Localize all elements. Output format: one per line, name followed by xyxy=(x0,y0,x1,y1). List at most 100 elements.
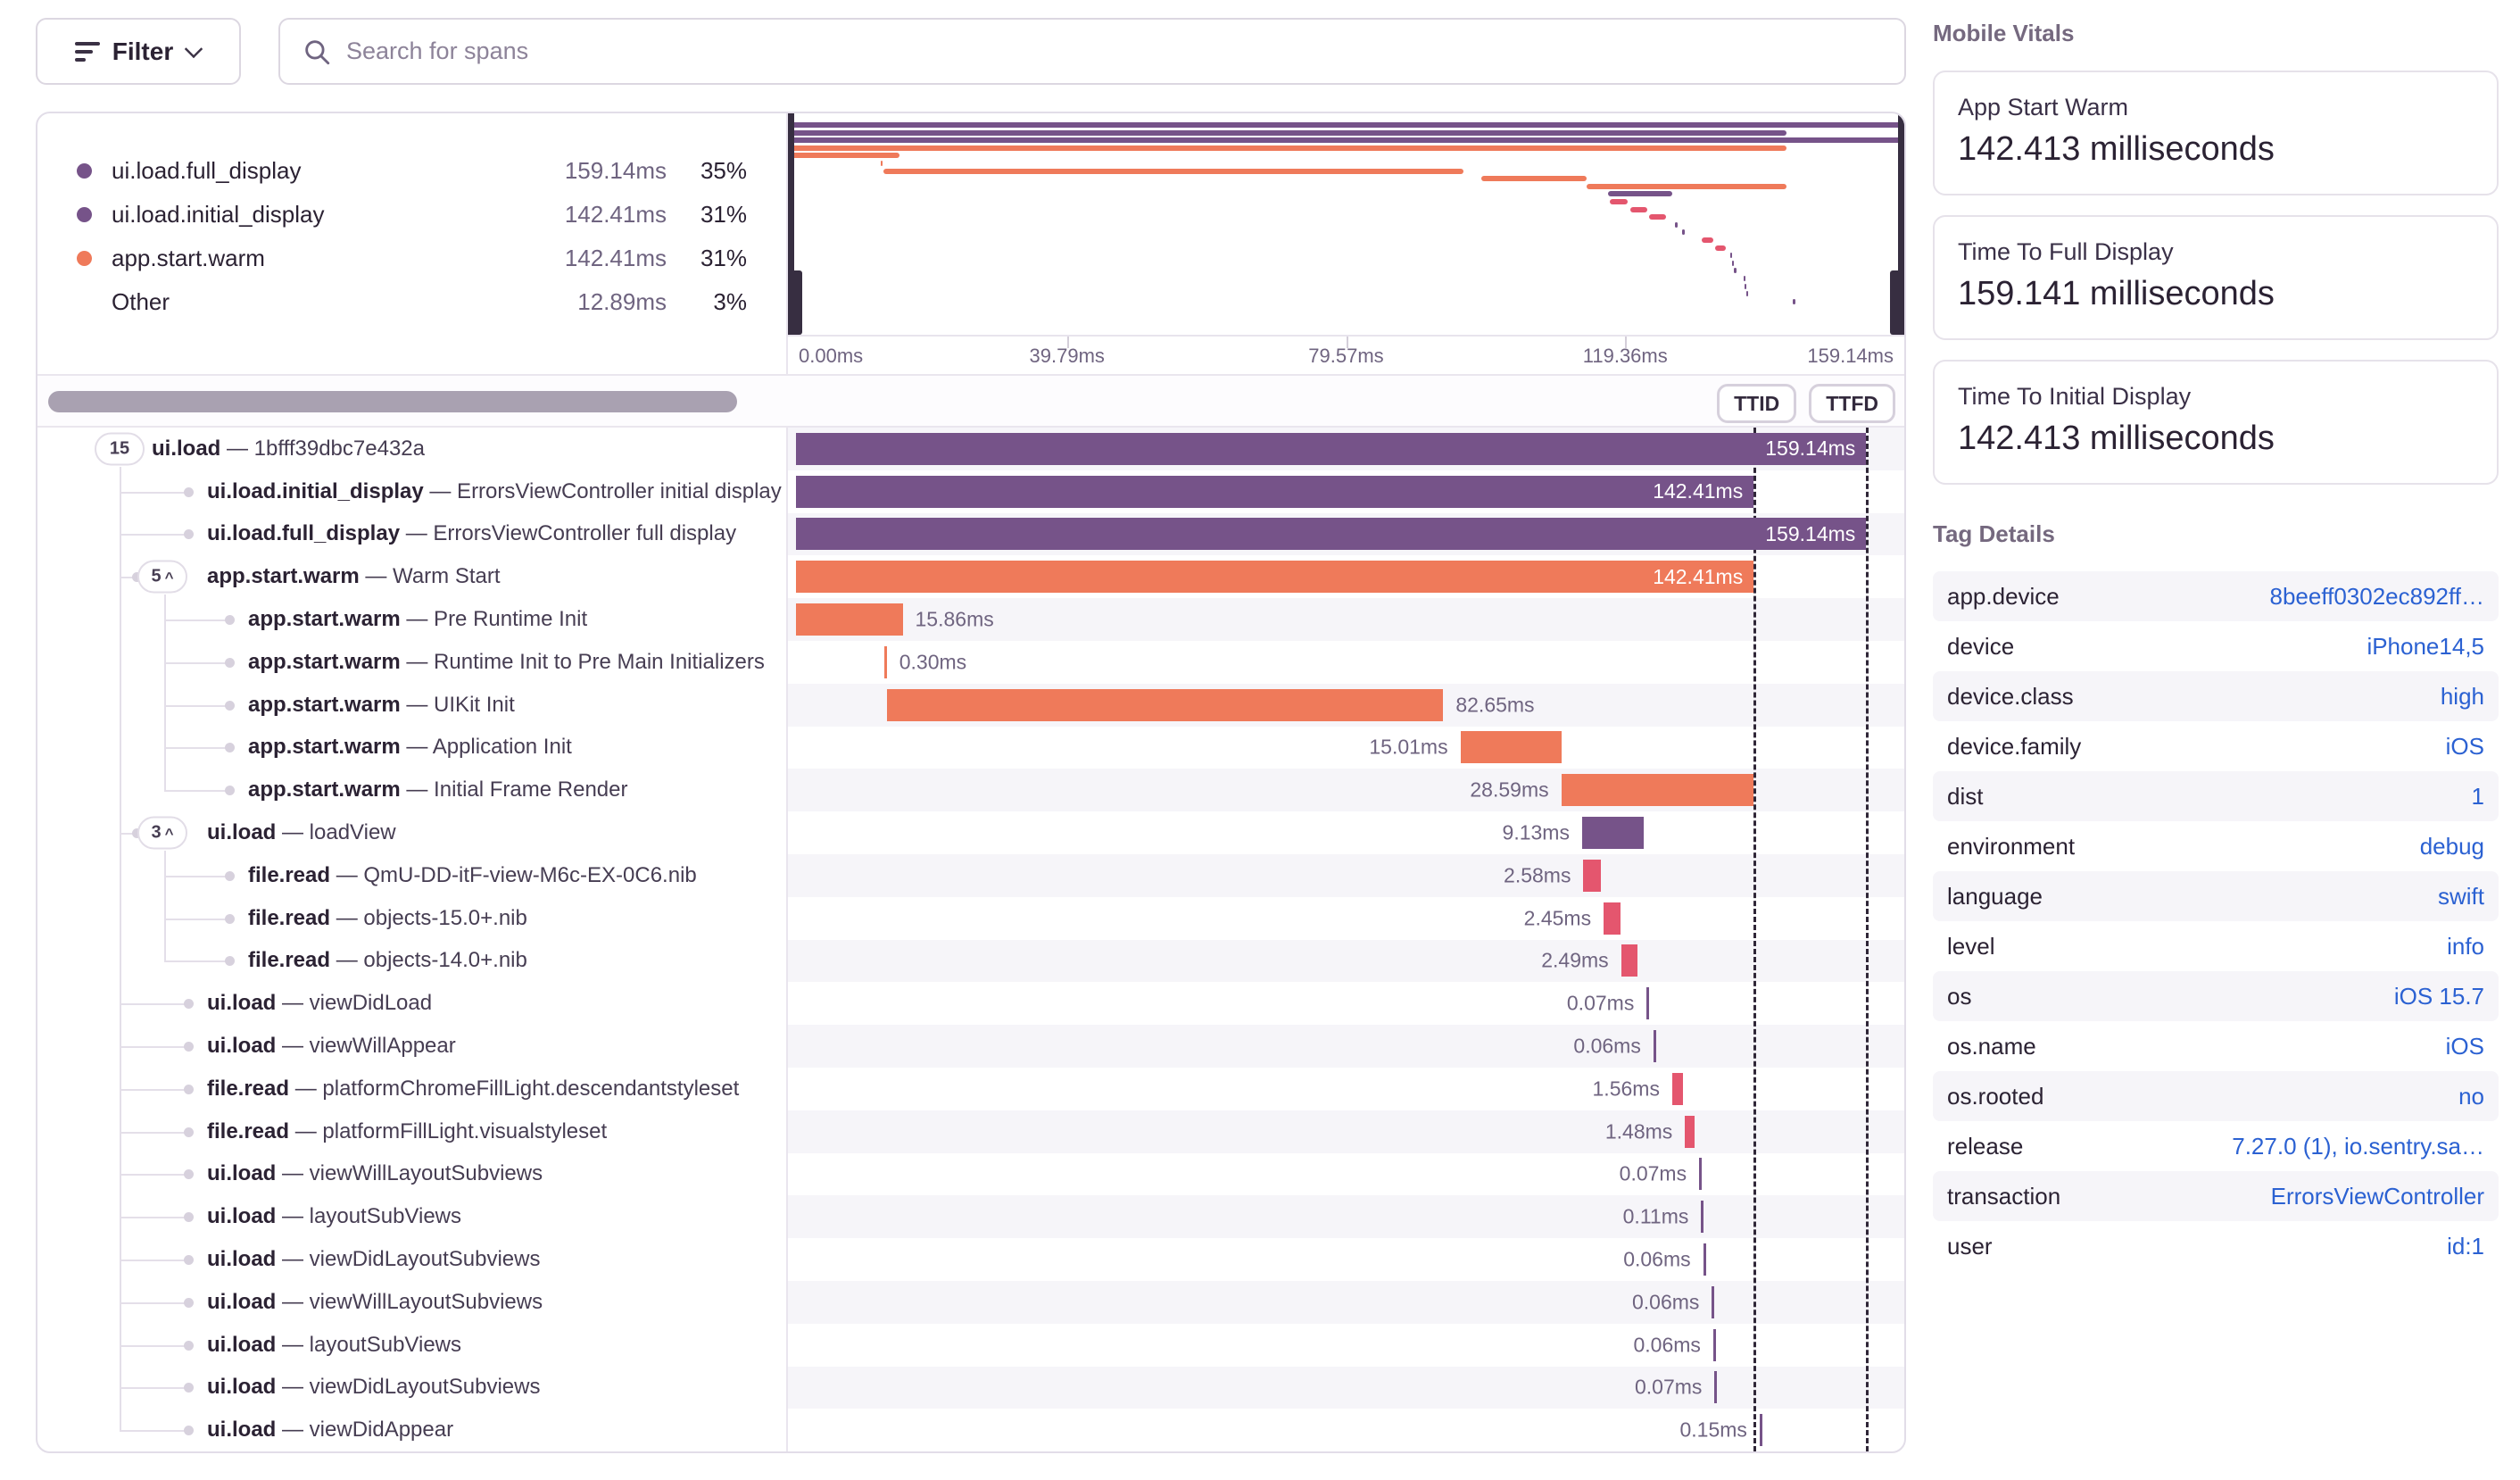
tag-row: os iOS 15.7 xyxy=(1933,971,2499,1021)
span-row[interactable]: 5 ^ app.start.warm — Warm Start 142.41ms xyxy=(37,555,1904,599)
trace-details-sidebar: Mobile Vitals App Start Warm 142.413 mill… xyxy=(1933,20,2499,1271)
span-duration-bar[interactable] xyxy=(796,603,903,636)
tree-horizontal-scrollbar[interactable] xyxy=(48,391,737,412)
span-duration-bar[interactable]: 142.41ms xyxy=(796,561,1754,594)
span-description: file.read — platformChromeFillLight.desc… xyxy=(207,1076,740,1101)
minimap-span-bar xyxy=(788,153,899,159)
span-duration-bar[interactable] xyxy=(1671,1072,1683,1105)
tree-connector xyxy=(164,743,235,753)
tag-value-link[interactable]: iOS xyxy=(2445,1032,2484,1060)
tag-key: dist xyxy=(1947,782,1984,810)
span-op-legend: ui.load.full_display 159.14ms 35% ui.load.i… xyxy=(37,113,788,374)
span-row[interactable]: app.start.warm — UIKit Init 82.65ms xyxy=(37,683,1904,727)
span-duration-bar[interactable] xyxy=(1701,1201,1704,1234)
axis-tick xyxy=(1346,337,1348,348)
tag-value-link[interactable]: id:1 xyxy=(2447,1232,2484,1260)
span-row[interactable]: app.start.warm — Application Init 15.01ms xyxy=(37,726,1904,769)
span-duration-bar[interactable] xyxy=(1712,1285,1715,1318)
minimap-plot[interactable] xyxy=(788,113,1904,335)
span-row[interactable]: 3 ^ ui.load — loadView 9.13ms xyxy=(37,811,1904,854)
span-description: file.read — objects-15.0+.nib xyxy=(248,905,527,930)
span-duration-bar[interactable] xyxy=(1653,1030,1656,1063)
span-duration-bar[interactable] xyxy=(1703,1243,1706,1276)
span-row[interactable]: ui.load — viewDidLoad 0.07ms xyxy=(37,982,1904,1026)
span-row[interactable]: ui.load.full_display — ErrorsViewControl… xyxy=(37,512,1904,556)
span-rows: 15 ui.load — 1bfff39dbc7e432a 159.14ms ui.l… xyxy=(37,428,1904,1451)
span-duration-label: 28.59ms xyxy=(1470,777,1549,802)
tag-value-link[interactable]: high xyxy=(2440,682,2484,710)
minimap-left-drag-handle[interactable] xyxy=(788,113,802,335)
search-input[interactable] xyxy=(346,37,1883,65)
span-duration-bar[interactable]: 159.14ms xyxy=(796,432,1867,465)
span-duration-bar[interactable] xyxy=(1561,774,1754,807)
span-tree-cell: ui.load — viewDidLoad xyxy=(37,982,788,1026)
span-row[interactable]: ui.load — viewWillLayoutSubviews 0.07ms xyxy=(37,1152,1904,1196)
span-duration-bar[interactable] xyxy=(1581,817,1644,850)
span-duration-bar[interactable] xyxy=(1759,1414,1762,1447)
span-duration-bar[interactable] xyxy=(1621,944,1638,977)
span-row[interactable]: file.read — objects-14.0+.nib 2.49ms xyxy=(37,939,1904,983)
span-tree-cell: app.start.warm — Application Init xyxy=(37,726,788,769)
tree-connector xyxy=(164,870,235,881)
filter-button[interactable]: Filter xyxy=(36,18,241,85)
vital-label: App Start Warm xyxy=(1958,94,2129,121)
tag-value-link[interactable]: 1 xyxy=(2471,782,2484,810)
span-row[interactable]: file.read — platformFillLight.visualstyl… xyxy=(37,1110,1904,1153)
ttfd-marker-button[interactable]: TTFD xyxy=(1809,384,1895,423)
span-row[interactable]: ui.load — viewWillAppear 0.06ms xyxy=(37,1025,1904,1068)
tag-value-link[interactable]: swift xyxy=(2438,882,2484,910)
span-duration-bar[interactable] xyxy=(1712,1328,1716,1361)
span-row[interactable]: ui.load — viewDidAppear 0.15ms xyxy=(37,1409,1904,1451)
ttid-marker-button[interactable]: TTID xyxy=(1717,384,1797,423)
span-count-badge[interactable]: 3 ^ xyxy=(137,816,187,850)
tag-value-link[interactable]: 8beeff0302ec892ff… xyxy=(2269,582,2484,610)
axis-tick xyxy=(1625,337,1628,348)
span-row[interactable]: file.read — objects-15.0+.nib 2.45ms xyxy=(37,896,1904,940)
span-row[interactable]: ui.load — layoutSubViews 0.06ms xyxy=(37,1323,1904,1367)
search-icon xyxy=(305,39,330,64)
span-duration-bar[interactable] xyxy=(1583,859,1601,892)
span-duration-bar[interactable] xyxy=(1699,1158,1703,1191)
span-row[interactable]: file.read — platformChromeFillLight.desc… xyxy=(37,1067,1904,1110)
span-duration-bar[interactable]: 159.14ms xyxy=(796,518,1867,551)
ttfd-dashed-line xyxy=(1866,428,1869,1451)
tree-connector xyxy=(120,1426,194,1436)
minimap-span-bar xyxy=(1743,276,1745,281)
span-row[interactable]: ui.load.initial_display — ErrorsViewCont… xyxy=(37,470,1904,513)
span-row[interactable]: ui.load — viewWillLayoutSubviews 0.06ms xyxy=(37,1280,1904,1324)
span-count-badge[interactable]: 5 ^ xyxy=(137,560,187,594)
marker-strip: TTID TTFD xyxy=(37,374,1904,428)
span-duration-bar[interactable] xyxy=(1714,1371,1718,1404)
tag-value-link[interactable]: info xyxy=(2447,932,2484,960)
span-row[interactable]: 15 ui.load — 1bfff39dbc7e432a 159.14ms xyxy=(37,428,1904,470)
span-row[interactable]: file.read — QmU-DD-itF-view-M6c-EX-0C6.n… xyxy=(37,853,1904,897)
tag-value-link[interactable]: 7.27.0 (1), io.sentry.sa… xyxy=(2232,1132,2484,1160)
tag-value-link[interactable]: debug xyxy=(2419,832,2484,860)
tag-value-link[interactable]: no xyxy=(2458,1082,2484,1110)
span-duration-bar[interactable] xyxy=(1646,987,1650,1020)
span-chart-cell: 2.45ms xyxy=(788,897,1904,940)
span-duration-bar[interactable] xyxy=(1604,902,1621,935)
span-duration-bar[interactable] xyxy=(884,645,888,678)
span-row[interactable]: app.start.warm — Pre Runtime Init 15.86ms xyxy=(37,598,1904,641)
tag-value-link[interactable]: iPhone14,5 xyxy=(2367,632,2484,660)
tag-value-link[interactable]: ErrorsViewController xyxy=(2270,1182,2484,1210)
span-duration-bar[interactable] xyxy=(887,688,1444,721)
minimap-span-bar xyxy=(788,122,1904,128)
filter-button-label: Filter xyxy=(112,37,174,65)
span-chart-cell: 0.15ms xyxy=(788,1409,1904,1451)
tag-row: transaction ErrorsViewController xyxy=(1933,1171,2499,1221)
tag-value-link[interactable]: iOS xyxy=(2445,732,2484,760)
mobile-vitals-heading: Mobile Vitals xyxy=(1933,20,2075,46)
span-row[interactable]: ui.load — layoutSubViews 0.11ms xyxy=(37,1195,1904,1239)
span-duration-bar[interactable]: 142.41ms xyxy=(796,475,1754,508)
tag-value-link[interactable]: iOS 15.7 xyxy=(2393,982,2484,1010)
span-count-badge[interactable]: 15 xyxy=(95,432,145,466)
minimap-right-drag-handle[interactable] xyxy=(1890,113,1904,335)
span-row[interactable]: app.start.warm — Runtime Init to Pre Mai… xyxy=(37,640,1904,684)
span-duration-bar[interactable] xyxy=(1460,731,1562,764)
span-duration-bar[interactable] xyxy=(1685,1115,1695,1148)
span-row[interactable]: app.start.warm — Initial Frame Render 28.… xyxy=(37,769,1904,812)
span-row[interactable]: ui.load — viewDidLayoutSubviews 0.07ms xyxy=(37,1366,1904,1409)
span-row[interactable]: ui.load — viewDidLayoutSubviews 0.06ms xyxy=(37,1238,1904,1281)
